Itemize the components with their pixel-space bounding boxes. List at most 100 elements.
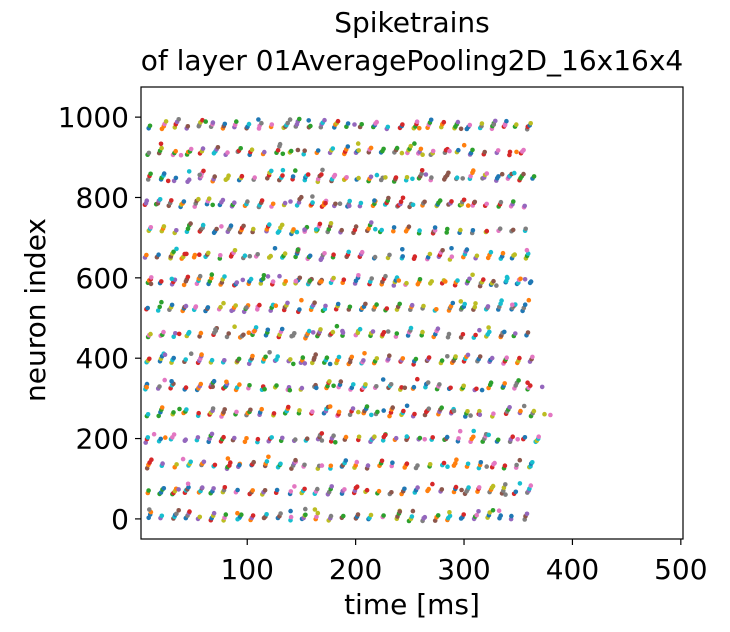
spike-dot — [209, 431, 215, 437]
spike-dot — [176, 331, 182, 337]
spike-dot — [196, 196, 201, 202]
spike-dot — [144, 198, 150, 203]
spike-dot — [467, 276, 472, 282]
spike-dot — [454, 175, 460, 180]
spike-dot — [517, 457, 523, 463]
spike-dot — [279, 222, 285, 228]
spike-dot — [457, 428, 463, 434]
spike-dot — [319, 279, 324, 284]
spike-dot — [350, 406, 356, 411]
spike-dot — [381, 513, 386, 518]
spike-dot — [513, 331, 518, 336]
spike-dot — [148, 225, 154, 230]
spike-dot — [440, 248, 445, 253]
spike-dot — [484, 228, 490, 234]
spike-dot — [203, 119, 208, 124]
spike-dot — [471, 434, 476, 440]
spike-dot — [517, 481, 523, 486]
spike-dot — [239, 173, 245, 179]
spike-dot — [523, 226, 528, 232]
spike-dot — [453, 354, 458, 359]
spike-dot — [358, 200, 364, 206]
spike-dot — [343, 458, 349, 463]
spike-dot — [353, 224, 359, 229]
spike-dot — [162, 352, 168, 358]
spike-dot — [528, 383, 533, 388]
y-tick-label: 0 — [111, 503, 129, 536]
spike-dot — [297, 408, 302, 413]
spike-dot — [411, 384, 417, 390]
spike-dot — [512, 252, 517, 257]
spike-dot — [417, 277, 423, 282]
x-axis-ticks: 100 200 300 400 500 — [221, 539, 708, 586]
spike-dot — [285, 120, 291, 126]
spike-dot — [161, 486, 167, 491]
spike-dot — [320, 167, 325, 173]
spike-dot — [328, 221, 334, 226]
spike-dot — [293, 168, 298, 173]
spike-dot — [329, 484, 335, 489]
spike-dot — [396, 278, 402, 283]
spike-dot — [297, 307, 302, 312]
spike-dot — [183, 385, 189, 390]
spike-dot — [220, 197, 226, 203]
spike-dot — [323, 200, 328, 206]
spike-dot — [305, 172, 311, 177]
spike-dot — [270, 279, 276, 284]
spike-dot — [476, 485, 482, 490]
spike-dot — [369, 220, 374, 225]
spike-dot — [362, 351, 367, 356]
spike-dot — [415, 485, 420, 490]
spike-dot — [477, 412, 483, 418]
spike-dot — [401, 408, 406, 414]
spike-dot — [286, 404, 291, 410]
spike-dot — [188, 146, 194, 152]
spike-dot — [404, 403, 410, 409]
spike-dot — [504, 274, 510, 280]
spike-dot — [157, 384, 162, 389]
spike-dot — [212, 174, 217, 179]
spike-dot — [200, 485, 205, 490]
spike-dot — [499, 171, 505, 177]
y-axis-label: neuron index — [19, 218, 52, 402]
spike-dot — [183, 303, 189, 309]
spike-dot — [262, 149, 267, 155]
spike-dot — [188, 221, 193, 226]
spike-dot — [385, 329, 391, 334]
spike-dot — [218, 304, 223, 310]
spike-dot — [271, 411, 277, 416]
spike-dot — [490, 508, 496, 513]
spike-dot — [491, 411, 496, 417]
spike-dot — [349, 354, 355, 360]
spike-dot — [408, 143, 414, 149]
spike-dot — [331, 252, 336, 257]
spike-dot — [200, 146, 206, 151]
spike-dot — [333, 440, 338, 445]
spike-dot — [412, 141, 417, 146]
spike-dot — [374, 384, 379, 389]
spike-dot — [385, 124, 391, 130]
spike-dot — [473, 301, 478, 306]
spike-dot — [372, 254, 378, 260]
spike-dot — [307, 253, 313, 259]
spike-dot — [279, 326, 285, 332]
spike-dot — [470, 147, 475, 153]
spike-dot — [434, 307, 439, 312]
spike-dot — [391, 283, 397, 288]
spike-dot — [171, 410, 176, 415]
spike-dot — [259, 120, 264, 126]
spike-dot — [453, 484, 459, 490]
spike-dot — [285, 300, 290, 306]
spike-dot — [294, 229, 300, 235]
spike-dot — [297, 275, 303, 281]
spike-dot — [330, 146, 336, 151]
spike-dot — [291, 361, 296, 367]
spike-dot — [393, 435, 399, 441]
spike-dot — [510, 227, 516, 233]
spike-dot — [218, 253, 223, 258]
spike-dot — [318, 327, 323, 332]
spike-dot — [198, 330, 204, 336]
spike-dot — [269, 168, 274, 174]
spike-dot — [441, 460, 447, 466]
spike-dot — [498, 513, 504, 518]
